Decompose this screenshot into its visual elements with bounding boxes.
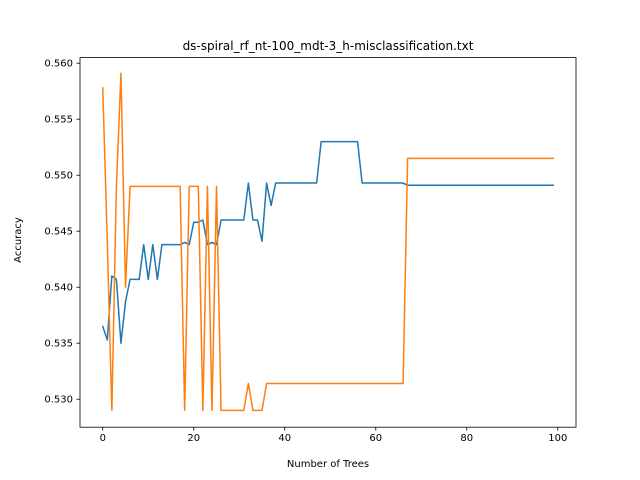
x-tick-label: 100 (548, 433, 567, 444)
y-tick-label: 0.540 (44, 283, 73, 294)
x-tick-label: 0 (100, 433, 106, 444)
y-tick-label: 0.530 (44, 395, 73, 406)
axes-layer: 0 20 40 60 80 100 0.530 0.535 0.540 0.545 0.550 0.5… (44, 57, 577, 444)
series-line-2 (101, 72, 554, 412)
x-tick-label: 80 (460, 433, 473, 444)
plot-frame (79, 57, 577, 428)
y-tick-label: 0.550 (44, 171, 73, 182)
x-tick-label: 60 (369, 433, 382, 444)
x-axis-label: Number of Trees (287, 459, 369, 470)
y-tick-label: 0.555 (44, 115, 73, 126)
series-layer (101, 72, 554, 412)
y-tick-label: 0.535 (44, 339, 73, 350)
x-tick-label: 20 (187, 433, 200, 444)
chart-title: ds-spiral_rf_nt-100_mdt-3_h-misclassific… (183, 39, 474, 53)
y-axis-label: Accuracy (13, 217, 24, 263)
x-tick-label: 40 (278, 433, 291, 444)
y-tick-label: 0.560 (44, 59, 73, 70)
series-line-1 (101, 140, 554, 344)
y-tick-label: 0.545 (44, 227, 73, 238)
